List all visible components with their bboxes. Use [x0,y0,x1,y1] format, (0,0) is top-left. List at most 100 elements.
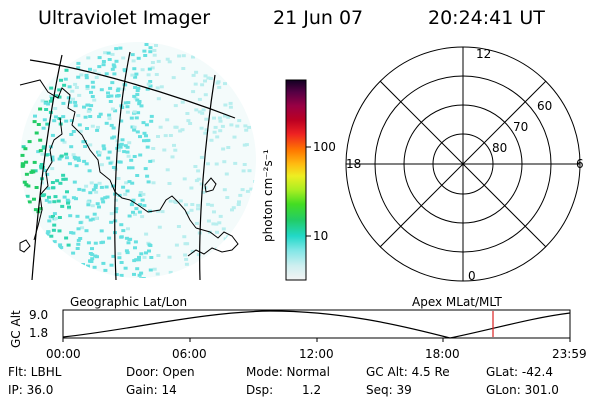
emission-speckle [76,238,81,242]
emission-speckle [205,162,210,166]
emission-speckle [132,128,137,132]
emission-speckle [110,81,115,85]
emission-speckle [97,153,102,157]
emission-speckle [123,144,128,148]
emission-speckle [132,67,137,71]
emission-speckle [75,214,80,218]
emission-speckle [147,249,151,253]
emission-speckle [190,249,195,253]
emission-speckle [117,149,122,152]
emission-speckle [111,126,116,130]
polar-lat-70: 70 [513,120,529,134]
emission-speckle [204,117,209,121]
emission-speckle [194,221,199,225]
altitude-curve [62,310,571,339]
emission-speckle [132,272,136,276]
emission-speckle [203,131,208,135]
emission-speckle [129,203,134,207]
coastline [19,79,239,257]
emission-speckle [177,54,182,58]
emission-speckle [170,155,175,159]
emission-speckle [53,107,58,110]
emission-speckle [109,212,114,216]
emission-speckle [168,134,173,137]
emission-speckle [101,63,106,67]
emission-speckle [57,229,62,233]
emission-speckle [155,272,160,276]
emission-speckle [109,220,114,224]
emission-speckle [71,97,75,101]
emission-speckle [32,197,36,201]
emission-speckle [54,94,59,98]
emission-speckle [88,143,93,147]
emission-speckle [79,73,84,77]
emission-speckle [107,113,112,117]
emission-speckle [109,263,114,267]
emission-speckle [188,122,193,125]
emission-speckle [182,235,187,239]
emission-speckle [233,161,238,165]
emission-speckle [76,158,81,162]
emission-speckle [52,212,57,216]
emission-speckle [25,194,30,198]
emission-speckle [184,257,189,261]
emission-speckle [167,182,172,185]
emission-speckle [41,145,46,149]
emission-speckle [53,217,58,220]
emission-speckle [84,73,89,77]
emission-speckle [214,222,219,226]
emission-speckle [171,76,176,80]
emission-speckle [110,107,115,111]
emission-speckle [124,249,129,253]
emission-speckle [93,186,98,189]
emission-speckle [23,147,28,151]
emission-speckle [82,105,86,109]
emission-speckle [46,230,51,234]
emission-speckle [50,158,55,162]
emission-speckle [111,254,116,258]
emission-speckle [112,65,117,69]
emission-speckle [142,139,146,143]
emission-speckle [71,130,76,133]
emission-speckle [108,100,113,103]
emission-speckle [51,186,55,190]
emission-speckle [221,227,226,231]
emission-speckle [144,43,149,46]
emission-speckle [88,67,92,71]
emission-speckle [125,105,130,109]
emission-speckle [193,82,198,86]
emission-speckle [150,61,155,64]
emission-speckle [57,95,62,99]
emission-speckle [222,114,227,118]
emission-speckle [194,70,199,74]
emission-speckle [196,207,200,211]
emission-speckle [74,86,79,89]
auroral-emission-speckles [20,43,256,278]
emission-speckle [120,106,125,109]
emission-speckle [69,145,74,149]
emission-speckle [126,241,131,245]
emission-speckle [212,130,217,134]
emission-speckle [110,67,115,71]
emission-speckle [86,56,91,60]
info-dsp-label: Dsp: [246,383,274,397]
emission-speckle [56,199,61,203]
emission-speckle [148,46,153,50]
emission-speckle [196,253,201,257]
emission-speckle [151,147,156,150]
emission-speckle [71,251,76,255]
emission-speckle [200,111,205,115]
emission-speckle [20,153,25,157]
emission-speckle [99,241,104,245]
emission-speckle [64,68,69,72]
emission-speckle [94,190,99,194]
emission-speckle [155,86,160,90]
altitude-tick-high: 9.0 [29,308,49,322]
emission-speckle [67,162,72,166]
emission-speckle [241,169,246,173]
emission-speckle [247,125,251,129]
emission-speckle [203,74,208,78]
emission-speckle [107,117,112,121]
info-ip: IP: 36.0 [8,383,54,397]
